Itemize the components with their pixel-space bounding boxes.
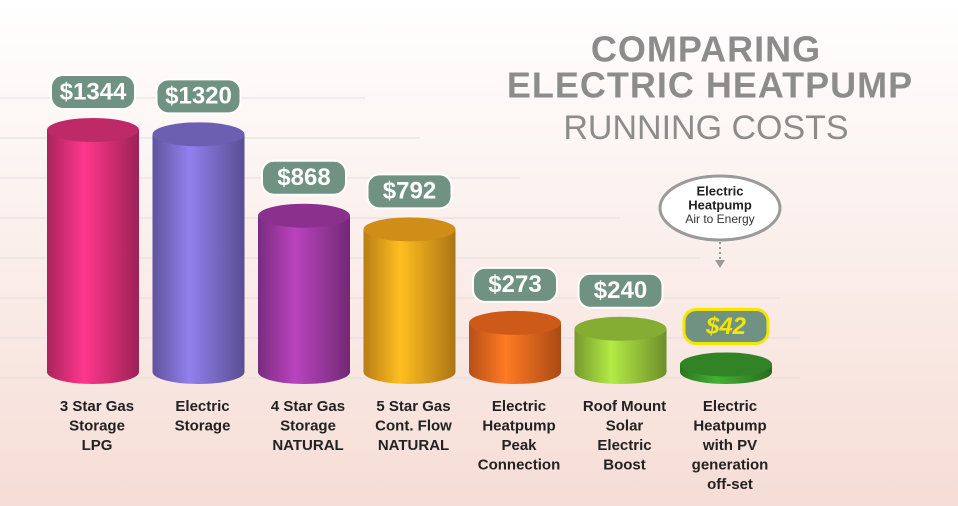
callout-heading: Heatpump (688, 197, 752, 212)
value-pill (577, 272, 664, 309)
bar-top (152, 122, 245, 147)
value-label: $42 (705, 313, 747, 340)
x-tick-label: Heatpump (482, 417, 555, 434)
bar (574, 328, 667, 384)
bar-top (574, 316, 667, 341)
value-pill (50, 74, 136, 110)
value-label: $1320 (165, 83, 232, 110)
chart-title: ELECTRIC HEATPUMP (507, 65, 913, 106)
x-tick-label: Electric (175, 398, 229, 415)
x-tick-label: Storage (280, 417, 336, 434)
x-tick-label: generation (692, 456, 769, 473)
x-tick-label: NATURAL (272, 437, 343, 454)
x-tick-label: Electric (492, 398, 546, 415)
value-label: $1344 (60, 78, 127, 105)
callout-heading: Electric (697, 183, 744, 198)
bar-top (258, 203, 350, 228)
bar (469, 322, 561, 384)
value-label: $792 (383, 178, 436, 205)
x-tick-label: NATURAL (378, 437, 449, 454)
value-pill (155, 78, 242, 115)
x-tick-label: LPG (82, 437, 113, 454)
bar-top (47, 118, 139, 142)
value-label: $273 (488, 271, 541, 298)
bar (363, 229, 456, 384)
x-tick-label: Storage (69, 417, 125, 434)
bar (152, 134, 245, 384)
callout: Electric Heatpump Air to Energy (658, 174, 782, 268)
x-tick-label: Storage (175, 417, 231, 434)
x-tick-label: Solar (606, 417, 644, 434)
x-tick-label: Boost (603, 456, 646, 473)
value-label: $868 (277, 164, 330, 191)
x-tick-label: Electric (597, 437, 651, 454)
x-tick-label: 3 Star Gas (60, 398, 134, 415)
x-tick-label: Peak (501, 437, 537, 454)
x-tick-label: Connection (478, 456, 561, 473)
value-label: $240 (594, 277, 647, 304)
bar (258, 215, 350, 384)
value-pill (682, 307, 770, 345)
bar-top (469, 310, 561, 335)
chart-title: COMPARING (591, 29, 821, 70)
x-tick-label: Cont. Flow (375, 417, 452, 434)
value-pill (472, 266, 558, 303)
callout-text: Air to Energy (685, 212, 754, 226)
x-tick-label: 4 Star Gas (271, 398, 345, 415)
bar (47, 130, 139, 384)
x-tick-label: off-set (707, 476, 753, 493)
chart-title: RUNNING COSTS (563, 109, 848, 147)
bar-top (680, 352, 772, 377)
x-tick-label: with PV (702, 437, 757, 454)
x-tick-label: Electric (703, 398, 757, 415)
value-pill (366, 173, 453, 210)
x-tick-label: Roof Mount (583, 398, 666, 415)
x-tick-label: Heatpump (693, 417, 766, 434)
value-pill (261, 159, 347, 196)
x-tick-label: 5 Star Gas (376, 398, 450, 415)
bar-top (363, 217, 456, 242)
